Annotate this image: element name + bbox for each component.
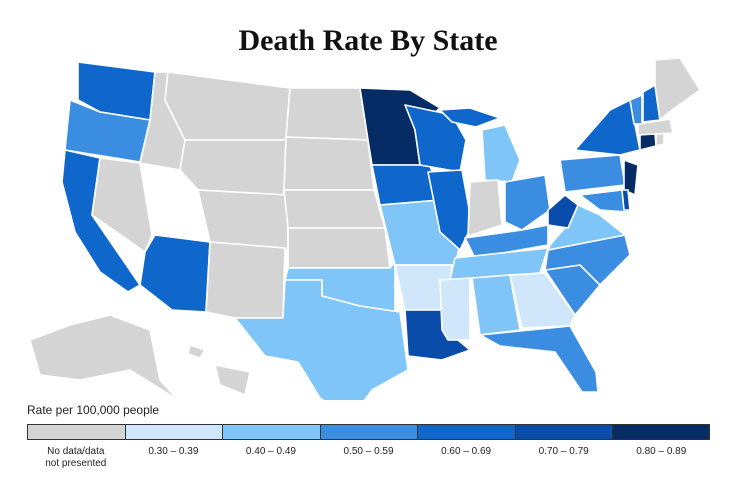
state: [214, 364, 251, 396]
state: [91, 157, 153, 253]
legend-item: 0.40 – 0.49: [222, 424, 320, 470]
legend-label: 0.30 – 0.39: [148, 446, 199, 457]
state: [509, 272, 576, 329]
state: [205, 241, 286, 319]
legend-label: 0.80 – 0.89: [636, 446, 687, 457]
legend-item: 0.80 – 0.89: [612, 424, 711, 470]
state: [29, 314, 179, 400]
legend-item: 0.30 – 0.39: [124, 424, 223, 470]
legend-label: 0.40 – 0.49: [245, 446, 296, 457]
state: [464, 224, 549, 259]
state: [621, 189, 631, 211]
state: [283, 189, 386, 229]
state: [629, 94, 643, 125]
legend-label: 0.60 – 0.69: [441, 446, 492, 457]
state: [479, 325, 599, 393]
legend: No data/data not presented 0.30 – 0.39 0.4…: [27, 424, 711, 470]
state: [439, 277, 471, 341]
state: [285, 87, 369, 141]
state: [164, 71, 291, 141]
state: [654, 57, 701, 121]
state: [559, 154, 626, 193]
legend-item: 0.50 – 0.59: [319, 424, 418, 470]
state: [179, 139, 287, 196]
state: [283, 136, 375, 191]
legend-label: 0.50 – 0.59: [343, 446, 394, 457]
state: [655, 132, 665, 147]
legend-label: No data/data not presented: [45, 446, 107, 469]
state: [547, 194, 579, 229]
map: Death Rate By State: [29, 24, 701, 400]
title: Death Rate By State: [238, 24, 497, 57]
legend-swatch: [319, 424, 418, 440]
state: [579, 189, 629, 213]
state: [623, 159, 639, 196]
legend-item: 0.70 – 0.79: [514, 424, 613, 470]
state: [471, 274, 521, 336]
legend-swatch: [27, 424, 125, 440]
state: [234, 279, 409, 400]
legend-item: No data/data not presented: [27, 424, 125, 470]
legend-swatch: [514, 424, 613, 440]
legend-swatch: [222, 424, 320, 440]
state: [504, 174, 551, 231]
state: [481, 124, 521, 183]
legend-swatch: [612, 424, 711, 440]
state: [197, 189, 289, 251]
legend-title: Rate per 100,000 people: [27, 403, 160, 417]
state: [467, 179, 503, 237]
state: [139, 234, 211, 313]
legend-swatch: [124, 424, 223, 440]
legend-item: 0.60 – 0.69: [417, 424, 515, 470]
legend-label: 0.70 – 0.79: [538, 446, 589, 457]
state: [287, 227, 391, 269]
state: [439, 107, 501, 128]
legend-swatch: [417, 424, 515, 440]
state: [639, 132, 657, 151]
state: [574, 99, 641, 156]
state: [187, 344, 206, 359]
